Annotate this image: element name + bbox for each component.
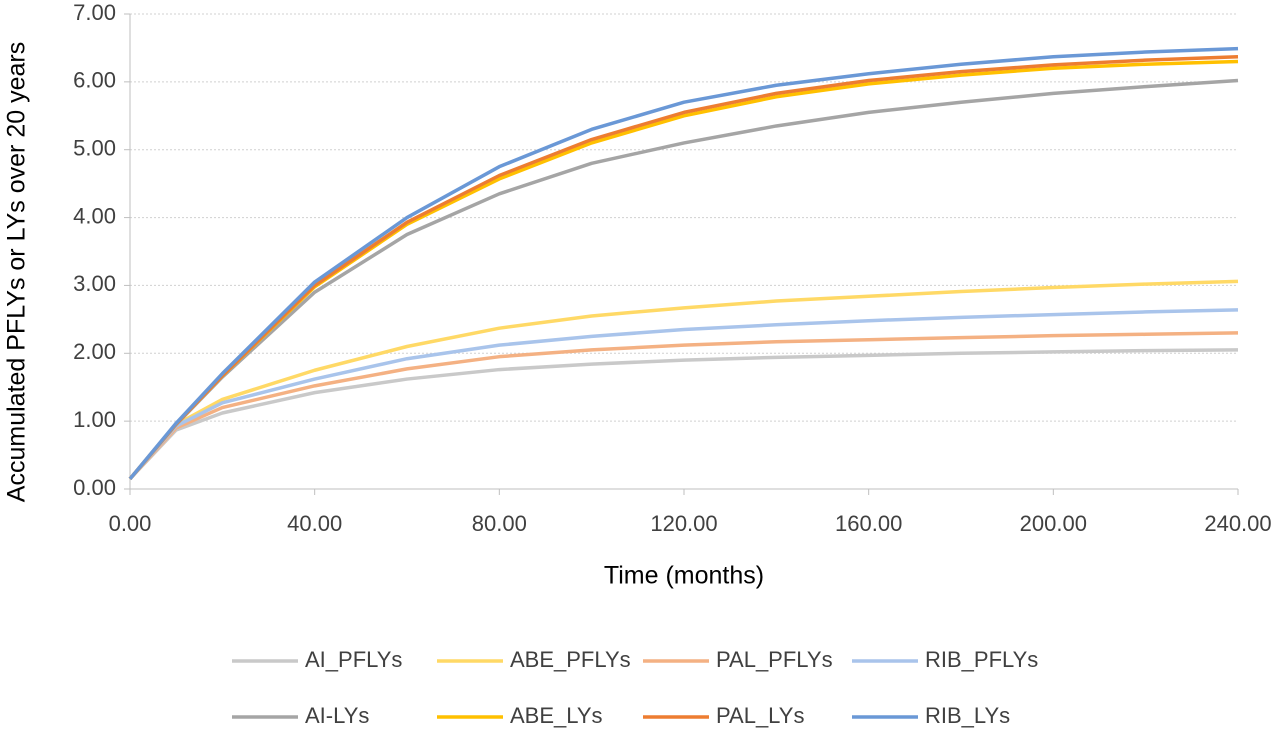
legend-label: RIB_PFLYs — [925, 647, 1038, 672]
legend-label: PAL_LYs — [716, 703, 804, 728]
y-tick-label: 0.00 — [73, 475, 116, 500]
legend-label: RIB_LYs — [925, 703, 1010, 728]
y-tick-label: 6.00 — [73, 68, 116, 93]
series-line — [128, 55, 1239, 480]
y-tick-label: 5.00 — [73, 136, 116, 161]
series-line — [128, 331, 1239, 480]
series-line — [128, 59, 1239, 480]
y-axis-title: Accumulated PFLYs or LYs over 20 years — [3, 42, 31, 502]
x-tick-label: 240.00 — [1204, 511, 1271, 536]
y-tick-label: 3.00 — [73, 271, 116, 296]
x-tick-label: 200.00 — [1020, 511, 1087, 536]
y-tick-label: 2.00 — [73, 339, 116, 364]
series-line — [128, 78, 1239, 480]
x-axis-title: Time (months) — [604, 562, 764, 590]
legend-label: AI_PFLYs — [305, 647, 402, 672]
series-line — [128, 279, 1239, 480]
y-tick-label: 7.00 — [73, 0, 116, 25]
x-tick-label: 120.00 — [650, 511, 717, 536]
series-line — [128, 308, 1239, 480]
legend-label: AI-LYs — [305, 703, 369, 728]
y-tick-label: 1.00 — [73, 407, 116, 432]
x-tick-label: 40.00 — [287, 511, 342, 536]
legend-label: ABE_LYs — [510, 703, 603, 728]
legend-label: PAL_PFLYs — [716, 647, 833, 672]
series-line — [128, 46, 1239, 480]
y-tick-label: 4.00 — [73, 203, 116, 228]
legend-label: ABE_PFLYs — [510, 647, 631, 672]
x-tick-label: 160.00 — [835, 511, 902, 536]
series-line — [128, 348, 1239, 481]
x-tick-label: 80.00 — [472, 511, 527, 536]
x-tick-label: 0.00 — [109, 511, 152, 536]
